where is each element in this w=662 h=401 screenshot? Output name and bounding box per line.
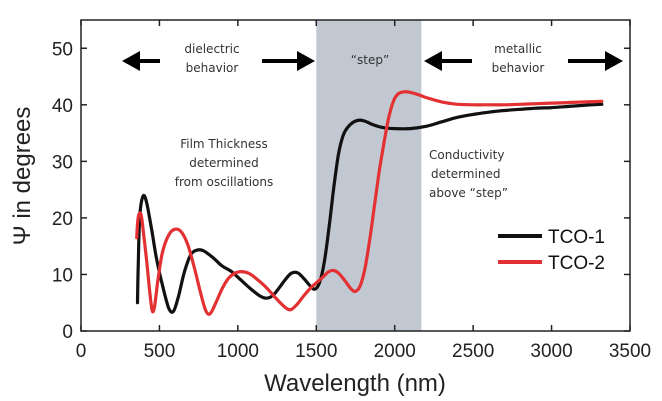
annot-film-line1: Film Thickness xyxy=(180,137,268,151)
y-tick-label: 0 xyxy=(62,322,73,343)
x-tick-label: 3500 xyxy=(609,341,651,362)
x-axis-title: Wavelength (nm) xyxy=(264,370,446,397)
annot-conductivity-line1: Conductivity xyxy=(429,148,504,162)
annot-conductivity-line3: above “step” xyxy=(429,186,508,200)
legend-label-tco2: TCO-2 xyxy=(548,253,605,274)
legend-label-tco1: TCO-1 xyxy=(548,227,605,248)
series-line-tco-1 xyxy=(135,102,604,314)
annot-conductivity-line2: determined xyxy=(431,167,500,181)
annot-dielectric-line2: behavior xyxy=(186,61,239,75)
legend: TCO-1 TCO-2 xyxy=(498,227,605,274)
x-tick-label: 500 xyxy=(144,341,176,362)
x-tick-label: 1000 xyxy=(217,341,259,362)
y-tick-label: 10 xyxy=(52,265,73,286)
x-tick-label: 2500 xyxy=(452,341,494,362)
annot-metallic-line1: metallic xyxy=(494,42,542,56)
y-tick-label: 20 xyxy=(52,209,73,230)
arrow-dielectric-right xyxy=(262,51,315,71)
y-tick-label: 30 xyxy=(52,152,73,173)
annot-metallic-line2: behavior xyxy=(492,61,545,75)
x-tick-label: 1500 xyxy=(295,341,337,362)
plot-frame xyxy=(80,19,631,332)
series-line-tco-2 xyxy=(135,90,604,316)
y-tick-label: 40 xyxy=(52,96,73,117)
series-layer xyxy=(135,90,604,316)
arrow-metallic-right xyxy=(568,51,623,71)
annot-dielectric-line1: dielectric xyxy=(184,42,239,56)
annot-film-line2: determined xyxy=(189,156,258,170)
tick-layer: 0 500 1000 1500 2000 2500 3000 3500 0 10 20 30 40 50 xyxy=(52,20,651,362)
annotations: dielectric behavior “step” metallic beha… xyxy=(122,42,623,200)
y-axis-title: Ψ in degrees xyxy=(9,107,36,246)
annot-step: “step” xyxy=(351,53,389,67)
annot-film-line3: from oscillations xyxy=(175,175,274,189)
x-tick-label: 3000 xyxy=(530,341,572,362)
arrow-dielectric-left xyxy=(122,51,160,71)
y-tick-label: 50 xyxy=(52,39,73,60)
arrow-metallic-left xyxy=(424,51,472,71)
x-tick-label: 2000 xyxy=(374,341,416,362)
x-tick-label: 0 xyxy=(76,341,87,362)
